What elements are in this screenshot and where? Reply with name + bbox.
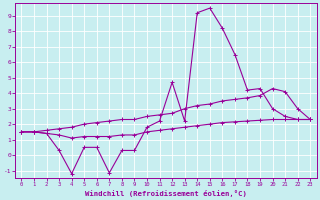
X-axis label: Windchill (Refroidissement éolien,°C): Windchill (Refroidissement éolien,°C)	[85, 190, 247, 197]
